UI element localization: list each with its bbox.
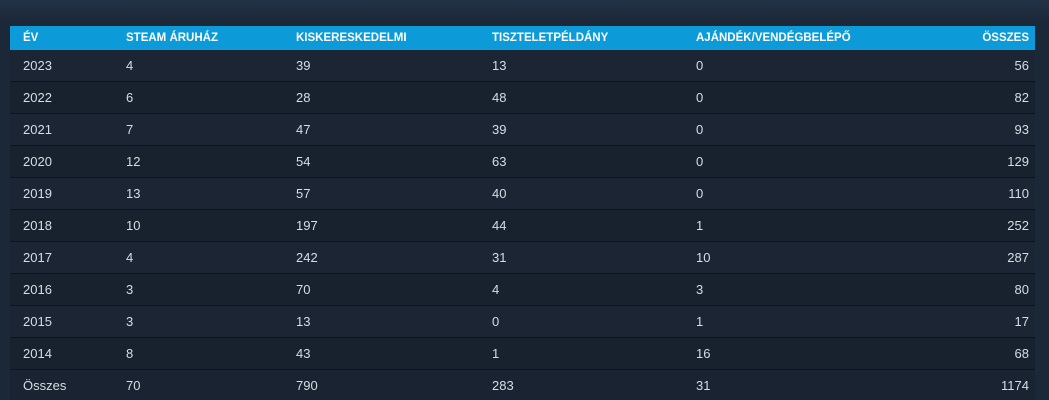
cell-total: 82 — [1014, 90, 1029, 105]
header-retail: KISKERESKEDELMI — [296, 32, 407, 44]
cell-gift-guest-pass: 0 — [696, 58, 704, 73]
cell-gift-guest-pass: 16 — [696, 346, 711, 361]
cell-steam-store: 6 — [126, 90, 134, 105]
header-total: ÖSSZES — [982, 32, 1029, 44]
cell-total: 17 — [1014, 314, 1029, 329]
cell-complimentary: 44 — [492, 218, 507, 233]
cell-year: 2018 — [23, 218, 52, 233]
cell-retail: 197 — [296, 218, 318, 233]
cell-complimentary: 13 — [492, 58, 507, 73]
cell-gift-guest-pass: 0 — [696, 90, 704, 105]
cell-complimentary: 4 — [492, 282, 500, 297]
activations-table: ÉV STEAM ÁRUHÁZ KISKERESKEDELMI TISZTELE… — [10, 26, 1035, 400]
cell-complimentary: 1 — [492, 346, 500, 361]
cell-gift-guest-pass: 1 — [696, 218, 704, 233]
totals-row: Összes 70 790 283 31 1174 — [10, 370, 1035, 400]
cell-gift-guest-pass: 0 — [696, 122, 704, 137]
cell-steam-store: 12 — [126, 154, 141, 169]
totals-label: Összes — [23, 377, 67, 393]
cell-steam-store: 4 — [126, 250, 134, 265]
cell-year: 2017 — [23, 250, 52, 265]
cell-gift-guest-pass: 1 — [696, 314, 704, 329]
header-year: ÉV — [23, 32, 39, 44]
totals-total: 1174 — [1001, 377, 1029, 393]
cell-complimentary: 40 — [492, 186, 507, 201]
cell-year: 2014 — [23, 346, 52, 361]
header-steam-store: STEAM ÁRUHÁZ — [126, 32, 218, 44]
table-body: 2023 4 39 13 0 56 2022 6 28 48 0 82 2021 7 47 39 0 93 2020… — [10, 50, 1035, 370]
cell-gift-guest-pass: 3 — [696, 282, 704, 297]
table-row: 2023 4 39 13 0 56 — [10, 50, 1035, 82]
totals-complimentary: 283 — [492, 377, 514, 393]
cell-complimentary: 0 — [492, 314, 500, 329]
totals-gift-guest-pass: 31 — [696, 377, 711, 393]
header-gift-guest-pass: AJÁNDÉK/VENDÉGBELÉPŐ — [696, 32, 851, 44]
table-row: 2016 3 70 4 3 80 — [10, 274, 1035, 306]
cell-year: 2015 — [23, 314, 52, 329]
totals-steam-store: 70 — [126, 377, 141, 393]
cell-retail: 47 — [296, 122, 311, 137]
cell-complimentary: 31 — [492, 250, 507, 265]
cell-complimentary: 39 — [492, 122, 507, 137]
table-row: 2021 7 47 39 0 93 — [10, 114, 1035, 146]
cell-year: 2020 — [23, 154, 52, 169]
cell-total: 110 — [1008, 186, 1029, 201]
cell-steam-store: 3 — [126, 314, 134, 329]
table-row: 2014 8 43 1 16 68 — [10, 338, 1035, 370]
cell-gift-guest-pass: 10 — [696, 250, 711, 265]
table-row: 2017 4 242 31 10 287 — [10, 242, 1035, 274]
cell-retail: 242 — [296, 250, 318, 265]
cell-steam-store: 8 — [126, 346, 134, 361]
cell-steam-store: 13 — [126, 186, 141, 201]
cell-complimentary: 63 — [492, 154, 507, 169]
cell-retail: 28 — [296, 90, 311, 105]
cell-retail: 43 — [296, 346, 311, 361]
cell-total: 287 — [1007, 250, 1029, 265]
cell-gift-guest-pass: 0 — [696, 186, 704, 201]
cell-steam-store: 4 — [126, 58, 134, 73]
cell-year: 2021 — [23, 122, 52, 137]
cell-year: 2023 — [23, 58, 52, 73]
cell-retail: 39 — [296, 58, 311, 73]
table-row: 2015 3 13 0 1 17 — [10, 306, 1035, 338]
cell-complimentary: 48 — [492, 90, 507, 105]
cell-total: 80 — [1014, 282, 1029, 297]
header-complimentary: TISZTELETPÉLDÁNY — [492, 32, 609, 44]
cell-retail: 13 — [296, 314, 311, 329]
cell-steam-store: 3 — [126, 282, 134, 297]
cell-gift-guest-pass: 0 — [696, 154, 704, 169]
cell-year: 2022 — [23, 90, 52, 105]
table-header: ÉV STEAM ÁRUHÁZ KISKERESKEDELMI TISZTELE… — [10, 26, 1035, 50]
table-row: 2020 12 54 63 0 129 — [10, 146, 1035, 178]
cell-retail: 57 — [296, 186, 311, 201]
cell-total: 129 — [1007, 154, 1029, 169]
table-row: 2022 6 28 48 0 82 — [10, 82, 1035, 114]
cell-retail: 70 — [296, 282, 311, 297]
cell-total: 68 — [1014, 346, 1029, 361]
cell-total: 93 — [1014, 122, 1029, 137]
cell-year: 2016 — [23, 282, 52, 297]
cell-year: 2019 — [23, 186, 52, 201]
cell-retail: 54 — [296, 154, 311, 169]
table-row: 2019 13 57 40 0 110 — [10, 178, 1035, 210]
cell-total: 56 — [1014, 58, 1029, 73]
table-row: 2018 10 197 44 1 252 — [10, 210, 1035, 242]
cell-total: 252 — [1007, 218, 1029, 233]
totals-retail: 790 — [296, 377, 318, 393]
cell-steam-store: 10 — [126, 218, 141, 233]
cell-steam-store: 7 — [126, 122, 134, 137]
